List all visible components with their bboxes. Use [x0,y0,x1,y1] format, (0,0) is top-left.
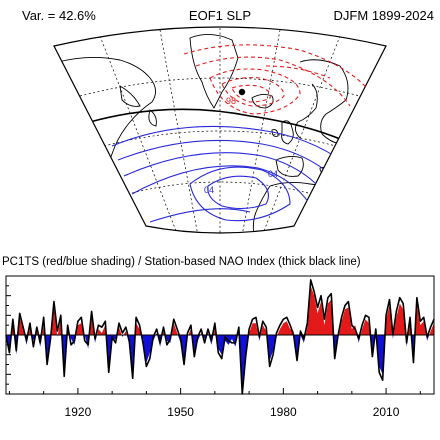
low-center-marker [238,88,246,96]
pc1-negative-area [6,335,434,387]
map-frame [53,26,387,234]
x-tick-label: 1950 [167,405,194,419]
x-tick-label: 1980 [270,405,297,419]
x-tick-label: 2010 [373,405,400,419]
zero-contour [89,108,369,153]
contour-label-low: 98 [226,96,236,106]
contour-label-high-2: 04 [204,185,214,195]
timeseries-title: PC1TS (red/blue shading) / Station-based… [2,256,361,268]
period-label: DJFM 1899-2024 [333,8,434,23]
y-axis [6,275,11,395]
variance-label: Var. = 42.6% [22,8,96,23]
timeseries-chart: 1920 1950 1980 2010 [5,275,435,419]
graticule [79,28,361,233]
eof-map: 98 04 04 [53,26,387,234]
contour-label-high-1: 04 [268,169,278,179]
negative-contours [183,44,373,115]
x-axis: 1920 1950 1980 2010 [8,388,421,419]
nao-index-line [5,279,435,395]
x-tick-label: 1920 [65,405,92,419]
map-title: EOF1 SLP [188,8,252,23]
pc1-positive-area [6,285,434,335]
